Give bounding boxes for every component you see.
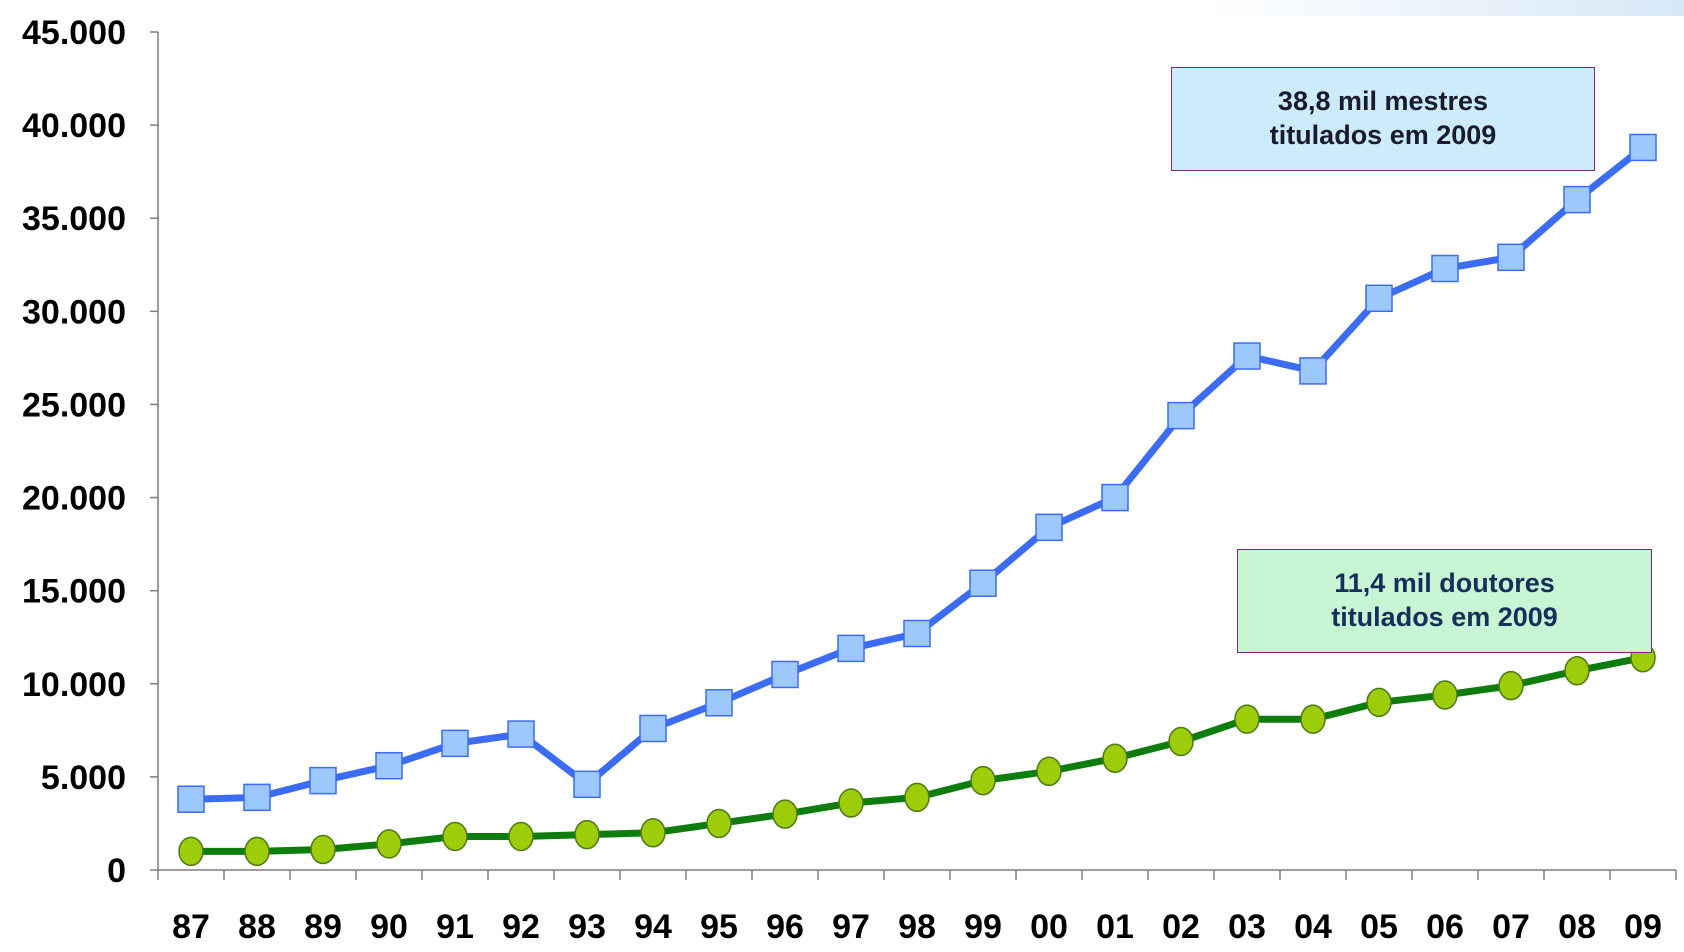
annotation-mestres: 38,8 mil mestres titulados em 2009 — [1171, 67, 1595, 171]
x-tick-label: 03 — [1228, 908, 1266, 946]
x-tick-label: 06 — [1426, 908, 1464, 946]
data-point-doutores — [1498, 670, 1524, 701]
data-point-doutores — [772, 799, 798, 829]
y-tick-label: 15.000 — [22, 573, 126, 611]
data-point-mestres — [1299, 357, 1327, 385]
annotation-doutores-line1: 11,4 mil doutores — [1334, 568, 1555, 598]
data-point-mestres — [1167, 401, 1195, 430]
axes — [150, 31, 1677, 880]
x-tick-label: 07 — [1492, 908, 1530, 946]
data-point-doutores — [442, 821, 468, 852]
data-point-doutores — [640, 818, 666, 848]
data-point-mestres — [837, 634, 865, 663]
y-tick-label: 0 — [107, 852, 126, 890]
data-point-mestres — [1497, 243, 1525, 272]
data-point-doutores — [1300, 704, 1326, 734]
x-tick-label: 05 — [1360, 908, 1398, 946]
data-point-doutores — [1234, 704, 1260, 734]
y-tick-label: 10.000 — [22, 666, 126, 704]
series-line-doutores — [191, 654, 1644, 855]
x-tick-label: 92 — [502, 908, 540, 946]
annotation-doutores-line2: titulados em 2009 — [1331, 602, 1558, 632]
data-point-doutores — [574, 819, 600, 850]
data-point-mestres — [1101, 483, 1129, 512]
data-point-doutores — [508, 821, 534, 852]
data-point-doutores — [1366, 687, 1392, 718]
y-tick-label: 40.000 — [22, 107, 126, 145]
x-tick-label: 88 — [238, 908, 276, 946]
x-tick-label: 98 — [898, 908, 936, 946]
series-line-mestres — [190, 144, 1646, 803]
annotation-mestres-line2: titulados em 2009 — [1269, 120, 1497, 150]
data-point-mestres — [1431, 254, 1459, 283]
x-tick-label: 09 — [1624, 908, 1662, 946]
data-point-doutores — [1432, 680, 1458, 710]
data-point-doutores — [904, 782, 930, 813]
data-point-doutores — [1036, 756, 1062, 787]
data-point-mestres — [1563, 185, 1591, 214]
x-tick-label: 04 — [1294, 908, 1332, 946]
y-tick-label: 20.000 — [22, 480, 126, 518]
x-tick-label: 96 — [766, 908, 804, 946]
data-point-mestres — [705, 689, 733, 717]
x-tick-label: 97 — [832, 908, 870, 946]
data-point-mestres — [573, 770, 601, 799]
y-tick-label: 45.000 — [22, 14, 126, 52]
data-point-mestres — [441, 729, 469, 758]
x-tick-label: 95 — [700, 908, 738, 946]
x-tick-label: 99 — [964, 908, 1002, 946]
data-point-mestres — [309, 766, 337, 795]
data-point-doutores — [706, 808, 732, 839]
x-tick-label: 91 — [436, 908, 474, 946]
data-point-doutores — [310, 834, 336, 865]
data-point-mestres — [969, 569, 997, 597]
y-tick-label: 25.000 — [22, 386, 126, 424]
x-tick-label: 90 — [370, 908, 408, 946]
x-tick-label: 01 — [1096, 908, 1134, 946]
annotation-mestres-line1: 38,8 mil mestres — [1277, 86, 1489, 116]
x-tick-label: 00 — [1030, 908, 1068, 946]
data-point-doutores — [1564, 655, 1590, 686]
data-point-doutores — [1168, 726, 1194, 757]
data-point-doutores — [244, 836, 270, 867]
data-point-mestres — [903, 619, 931, 648]
data-point-mestres — [1233, 342, 1261, 370]
data-point-doutores — [970, 765, 996, 796]
data-point-doutores — [838, 788, 864, 818]
series-layer — [177, 133, 1657, 867]
data-point-mestres — [1365, 284, 1393, 313]
x-tick-label: 87 — [172, 908, 210, 946]
x-tick-label: 93 — [568, 908, 606, 946]
data-point-doutores — [376, 829, 402, 859]
y-tick-label: 5.000 — [41, 759, 126, 797]
tick-labels: 0 5.000 10.000 15.000 20.000 25.000 30.000 35.0… — [22, 14, 1662, 946]
data-point-mestres — [177, 785, 205, 813]
x-tick-label: 89 — [304, 908, 342, 946]
x-tick-label: 94 — [634, 908, 672, 946]
data-point-mestres — [375, 751, 403, 780]
data-point-mestres — [1035, 513, 1063, 542]
data-point-mestres — [771, 660, 799, 689]
x-tick-label: 08 — [1558, 908, 1596, 946]
data-point-mestres — [507, 720, 535, 748]
data-point-doutores — [178, 836, 204, 867]
data-point-mestres — [639, 714, 667, 743]
data-point-mestres — [1629, 133, 1657, 162]
annotation-doutores: 11,4 mil doutores titulados em 2009 — [1237, 549, 1652, 653]
y-tick-label: 30.000 — [22, 293, 126, 331]
data-point-mestres — [243, 783, 271, 812]
x-tick-label: 02 — [1162, 908, 1200, 946]
data-point-doutores — [1102, 743, 1128, 774]
corner-decoration — [1204, 0, 1684, 16]
y-tick-label: 35.000 — [22, 200, 126, 238]
